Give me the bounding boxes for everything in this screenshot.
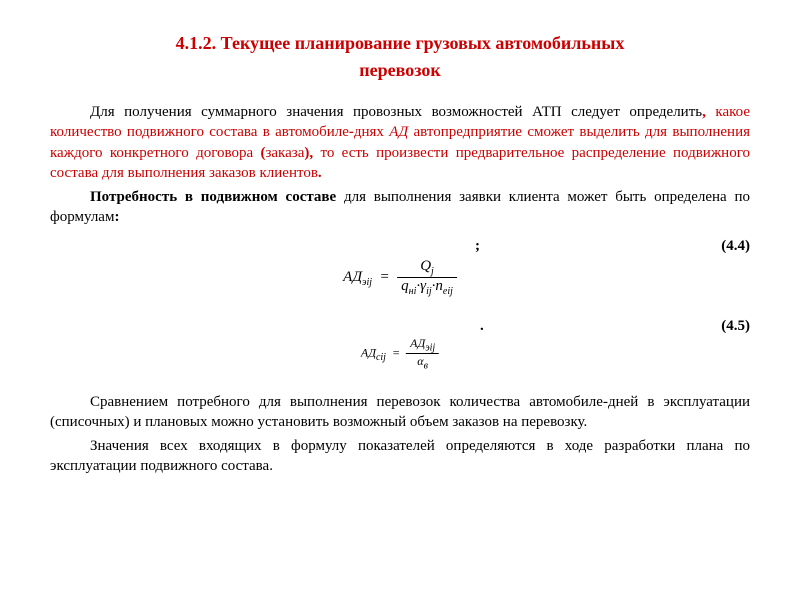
formula-1-label: (4.4) bbox=[721, 238, 750, 255]
f2-lhs-sub: сij bbox=[376, 352, 386, 363]
formula-1: АДэij = Qj qнi·γij·neij bbox=[343, 258, 457, 297]
f1-num: Q bbox=[420, 258, 431, 274]
f1-den-q-sub: нi bbox=[409, 286, 417, 297]
paragraph-4: Значения всех входящих в формулу показат… bbox=[50, 436, 750, 477]
p1-text-a: Для получения суммарного значения провоз… bbox=[90, 104, 702, 120]
f1-lhs: АД bbox=[343, 268, 362, 284]
f2-num: АД bbox=[410, 336, 425, 350]
formula-2-label: (4.5) bbox=[721, 318, 750, 335]
p1-text-f: заказа bbox=[265, 145, 304, 161]
title-line-2: перевозок bbox=[359, 60, 440, 80]
paragraph-2: Потребность в подвижном составе для выпо… bbox=[50, 187, 750, 228]
f2-lhs: АД bbox=[361, 345, 376, 359]
f1-fraction: Qj qнi·γij·neij bbox=[397, 258, 457, 297]
title-line-1: Текущее планирование грузовых автомобиль… bbox=[221, 33, 625, 53]
section-number: 4.1.2. bbox=[176, 33, 217, 53]
f1-den-n: n bbox=[435, 278, 443, 294]
formula-2-end: . bbox=[480, 318, 484, 335]
section-title: 4.1.2. Текущее планирование грузовых авт… bbox=[50, 30, 750, 84]
formula-block: ; (4.4) АДэij = Qj qнi·γij·neij (4.5) . … bbox=[50, 238, 750, 388]
formula-2: АДсij = АДэij αв bbox=[361, 336, 439, 372]
p1-text-c: днях bbox=[354, 124, 389, 140]
paragraph-1: Для получения суммарного значения провоз… bbox=[50, 102, 750, 183]
document-page: 4.1.2. Текущее планирование грузовых авт… bbox=[0, 0, 800, 501]
paragraph-3: Сравнением потребного для выполнения пер… bbox=[50, 392, 750, 433]
f1-den-n-sub: eij bbox=[443, 286, 453, 297]
f2-fraction: АДэij αв bbox=[406, 336, 439, 372]
f1-den-g-sub: ij bbox=[426, 286, 432, 297]
f1-num-sub: j bbox=[431, 266, 434, 277]
formula-1-end: ; bbox=[475, 238, 480, 255]
f1-den-q: q bbox=[401, 278, 409, 294]
p2-text-a: Потребность в подвижном составе bbox=[90, 189, 336, 205]
f1-lhs-sub: эij bbox=[362, 276, 372, 287]
f2-num-sub: эij bbox=[425, 342, 435, 353]
p1-text-d: АД bbox=[389, 124, 408, 140]
f2-den-sub: в bbox=[424, 360, 428, 371]
